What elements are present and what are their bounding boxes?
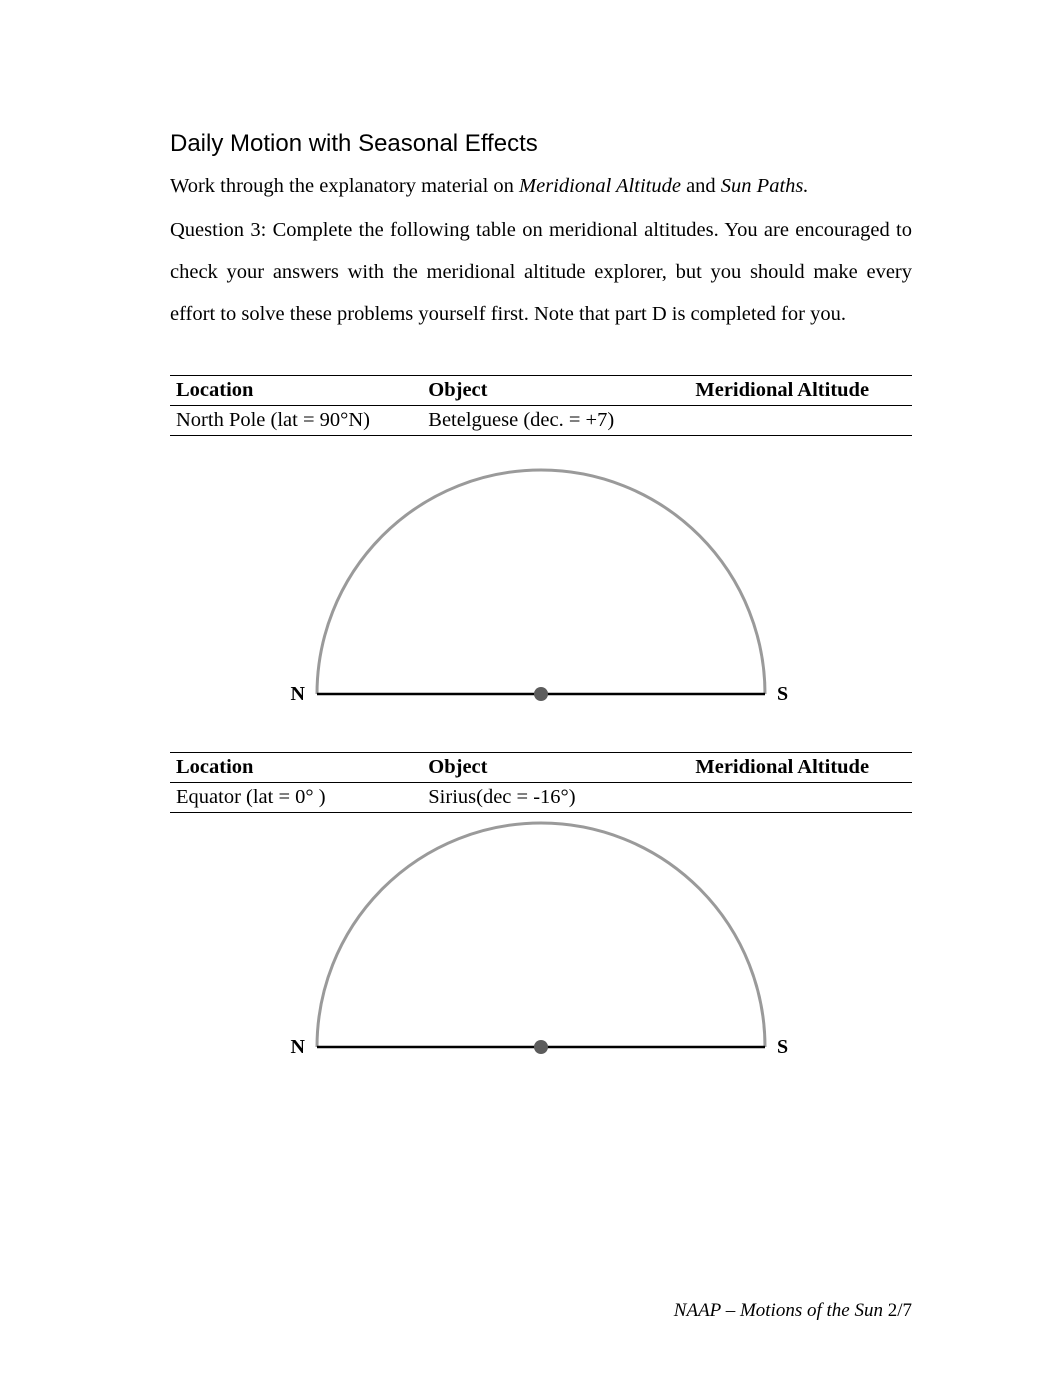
footer-page: 2/7 [888, 1300, 912, 1321]
question-text: Question 3: Complete the following table… [170, 209, 912, 335]
section-heading: Daily Motion with Seasonal Effects [170, 130, 912, 158]
svg-text:N: N [291, 1036, 306, 1058]
intro-em2: Sun Paths. [721, 175, 809, 197]
table-row: Equator (lat = 0° ) Sirius(dec = -16°) [170, 783, 912, 813]
intro-mid: and [681, 175, 721, 197]
intro-line: Work through the explanatory material on… [170, 166, 912, 207]
td-object: Sirius(dec = -16°) [422, 783, 689, 812]
svg-text:S: S [777, 1036, 788, 1058]
svg-text:Z: Z [534, 815, 547, 820]
th-location: Location [170, 753, 422, 782]
page-footer: NAAP – Motions of the Sun 2/7 [0, 1300, 1062, 1322]
th-object: Object [422, 376, 689, 405]
th-object: Object [422, 753, 689, 782]
svg-text:Z: Z [534, 462, 547, 467]
td-location: North Pole (lat = 90°N) [170, 406, 422, 435]
table-1: Location Object Meridional Altitude Nort… [170, 375, 912, 436]
table-row: Location Object Meridional Altitude [170, 376, 912, 406]
th-altitude: Meridional Altitude [689, 376, 912, 405]
intro-em1: Meridional Altitude [519, 175, 681, 197]
td-altitude[interactable] [689, 406, 912, 435]
diagram-2: Z N S [170, 815, 912, 1071]
td-object: Betelguese (dec. = +7) [422, 406, 689, 435]
td-altitude[interactable] [689, 783, 912, 812]
intro-prefix: Work through the explanatory material on [170, 175, 519, 197]
diagram-1: Z N S [170, 462, 912, 718]
svg-text:S: S [777, 683, 788, 705]
footer-text: NAAP – Motions of the Sun [674, 1300, 888, 1321]
table-row: North Pole (lat = 90°N) Betelguese (dec.… [170, 406, 912, 436]
th-location: Location [170, 376, 422, 405]
table-row: Location Object Meridional Altitude [170, 753, 912, 783]
th-altitude: Meridional Altitude [689, 753, 912, 782]
svg-text:N: N [291, 683, 306, 705]
td-location: Equator (lat = 0° ) [170, 783, 422, 812]
table-2: Location Object Meridional Altitude Equa… [170, 752, 912, 813]
